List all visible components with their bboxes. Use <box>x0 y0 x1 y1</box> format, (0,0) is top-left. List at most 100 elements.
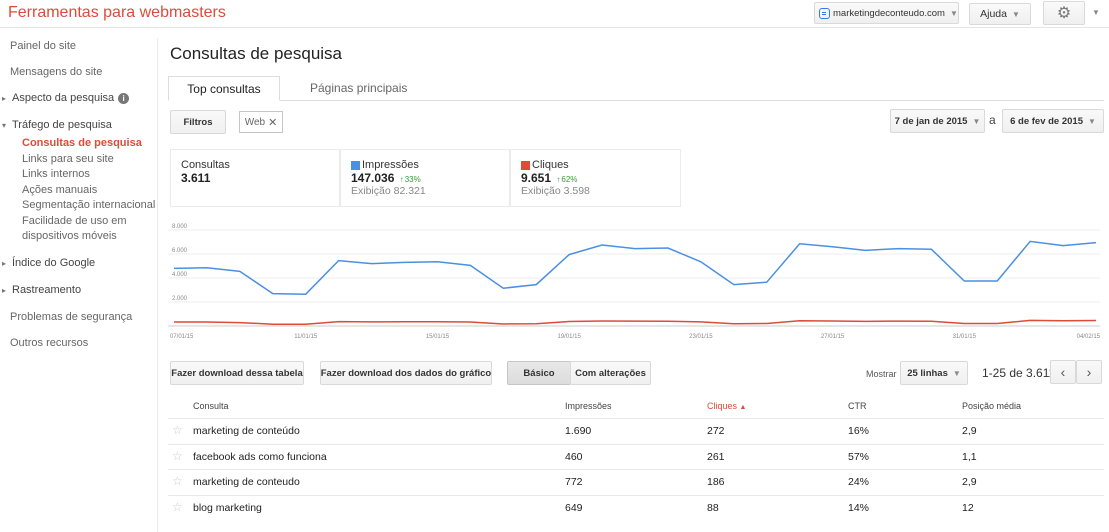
table-cell: 186 <box>707 476 725 488</box>
x-tick-label: 15/01/15 <box>426 334 450 340</box>
series-line-clicks[interactable] <box>174 319 1097 325</box>
stat-clicks[interactable]: Cliques 9.651 ↑62% Exibição 3.598 <box>510 149 681 207</box>
date-to-select[interactable]: 6 de fev de 2015 ▼ <box>1002 109 1104 133</box>
site-selector[interactable]: marketingdeconteudo.com ▼ <box>814 2 959 24</box>
stat-impressions-label: Impressões <box>362 159 419 171</box>
sidebar-divider <box>157 38 158 532</box>
basic-view-button[interactable]: Básico <box>507 361 571 385</box>
table-cell: 14% <box>848 501 870 514</box>
changes-view-button[interactable]: Com alterações <box>570 361 651 385</box>
tab-top-queries[interactable]: Top consultas <box>168 76 280 101</box>
sidebar-item-11[interactable]: ▸ Índice do Google <box>0 255 156 272</box>
table-cell: 272 <box>707 425 725 437</box>
date-from-select[interactable]: 7 de jan de 2015 ▼ <box>890 109 985 133</box>
sidebar-item-label: Links internos <box>22 168 90 180</box>
table-row[interactable]: ☆ facebook ads como funciona 460 261 57% 1,1 <box>168 443 1104 469</box>
col-header-impressions[interactable]: Impressões <box>565 401 612 411</box>
prev-page-button[interactable]: ‹ <box>1050 360 1076 384</box>
stat-impressions-delta: 33% <box>404 175 421 184</box>
sidebar-item-label: Rastreamento <box>12 283 82 296</box>
table-cell: 772 <box>565 476 583 488</box>
sidebar-item-14[interactable]: Outros recursos <box>0 335 156 351</box>
info-icon[interactable]: i <box>118 92 130 104</box>
table-cell: 1,1 <box>962 450 977 463</box>
table-cell: 1.690 <box>565 425 592 437</box>
col-header-clicks[interactable]: Cliques ▲ <box>707 401 746 411</box>
site-name: marketingdeconteudo.com <box>833 7 945 19</box>
sidebar-item-7[interactable]: Links internos <box>0 167 156 183</box>
sidebar-item-label: Segmentação internacional <box>22 199 156 211</box>
download-chart-button[interactable]: Fazer download dos dados do gráfico <box>320 361 492 385</box>
table-cell[interactable]: marketing de conteudo <box>193 476 300 488</box>
table-cell: 2,9 <box>962 425 977 437</box>
sidebar-item-label: Links para seu site <box>22 152 114 165</box>
stat-queries-label: Consultas <box>181 159 230 171</box>
table-cell: 649 <box>565 501 583 514</box>
sidebar-item-2[interactable]: Mensagens do site <box>0 64 156 80</box>
table-row[interactable]: ☆ marketing de conteudo 772 186 24% 2,9 <box>168 469 1104 494</box>
gear-icon: ⚙ <box>1056 5 1072 22</box>
filters-button[interactable]: Filtros <box>170 110 226 134</box>
rows-per-page-select[interactable]: 25 linhas ▼ <box>900 361 968 385</box>
sidebar-item-label: Consultas de pesquisa <box>22 137 142 149</box>
series-line-impressions[interactable] <box>173 240 1097 295</box>
traffic-chart[interactable]: 8.000 6.000 4.000 2.000 07/01/15 11/01/15 15/0… <box>168 216 1104 346</box>
col-header-avg-position[interactable]: Posição média <box>962 401 1022 411</box>
help-label: Ajuda <box>980 8 1007 20</box>
chevron-down-icon: ▼ <box>1087 116 1096 126</box>
star-icon[interactable]: ☆ <box>172 448 183 463</box>
x-tick-label: 31/01/15 <box>953 334 977 340</box>
sidebar-item-6[interactable]: Links para seu site <box>0 152 156 168</box>
sidebar-item-label: Facilidade de uso em dispositivos móveis <box>22 214 127 243</box>
stat-impressions-value: 147.036 <box>351 171 395 185</box>
table-cell: 88 <box>707 501 719 514</box>
star-icon[interactable]: ☆ <box>172 499 183 514</box>
impressions-swatch-icon <box>351 160 360 170</box>
table-cell[interactable]: blog marketing <box>193 501 262 514</box>
sidebar-item-5[interactable]: Consultas de pesquisa <box>0 136 156 152</box>
sidebar-item-3[interactable]: ▸ Aspecto da pesquisa i <box>0 90 156 107</box>
star-icon[interactable]: ☆ <box>172 423 183 437</box>
table-cell: 57% <box>848 450 870 463</box>
sidebar-item-label: Índice do Google <box>12 256 96 269</box>
close-icon[interactable]: ✕ <box>268 116 278 129</box>
settings-button[interactable]: ⚙ <box>1043 1 1085 25</box>
col-header-query[interactable]: Consulta <box>193 401 229 411</box>
tab-top-pages[interactable]: Páginas principais <box>310 81 408 95</box>
stat-impressions[interactable]: Impressões 147.036 ↑33% Exibição 82.321 <box>340 149 510 207</box>
app-title[interactable]: Ferramentas para webmasters <box>8 4 226 21</box>
sidebar-item-label: Outros recursos <box>10 336 89 349</box>
chevron-down-icon: ▼ <box>1011 9 1020 19</box>
table-row[interactable]: ☆ blog marketing 649 88 14% 12 <box>168 494 1104 520</box>
sidebar-item-10[interactable]: Facilidade de uso em dispositivos móveis <box>0 214 156 245</box>
sidebar-item-9[interactable]: Segmentação internacional <box>0 198 156 214</box>
sidebar-item-12[interactable]: ▸ Rastreamento <box>0 282 156 299</box>
stat-clicks-label: Cliques <box>532 159 569 171</box>
table-cell[interactable]: marketing de conteúdo <box>193 425 300 437</box>
stat-clicks-display: Exibição 3.598 <box>521 185 590 197</box>
sidebar-item-8[interactable]: Ações manuais <box>0 183 156 199</box>
sidebar-item-label: Painel do site <box>10 40 77 52</box>
sidebar-item-1[interactable]: Painel do site <box>0 38 156 54</box>
stat-clicks-delta: 62% <box>561 175 578 184</box>
rows-per-page-label: 25 linhas <box>907 367 948 379</box>
clicks-swatch-icon <box>521 160 530 170</box>
top-bar: Ferramentas para webmasters marketingdec… <box>0 0 1109 28</box>
download-table-button[interactable]: Fazer download dessa tabela <box>170 361 304 385</box>
filter-chip-web[interactable]: Web ✕ <box>239 111 283 133</box>
table-row[interactable]: ☆ marketing de conteúdo 1.690 272 16% 2,9 <box>168 418 1104 443</box>
triangle-right-icon: ▸ <box>2 258 7 268</box>
date-from-label: 7 de jan de 2015 <box>894 115 968 127</box>
triangle-right-icon: ▸ <box>2 94 7 103</box>
col-header-ctr[interactable]: CTR <box>848 401 867 411</box>
x-tick-label: 27/01/15 <box>821 334 845 340</box>
stat-queries: Consultas 3.611 <box>170 149 340 207</box>
sidebar-item-4[interactable]: ▾ Tráfego de pesquisa <box>0 117 156 134</box>
pagination-range: 1-25 de 3.611 <box>982 366 1056 380</box>
table-cell[interactable]: facebook ads como funciona <box>193 450 327 463</box>
sidebar-item-13[interactable]: Problemas de segurança <box>0 309 156 325</box>
x-tick-label: 23/01/15 <box>689 334 713 340</box>
help-button[interactable]: Ajuda ▼ <box>969 3 1031 25</box>
next-page-button[interactable]: › <box>1076 360 1102 384</box>
star-icon[interactable]: ☆ <box>172 474 183 488</box>
